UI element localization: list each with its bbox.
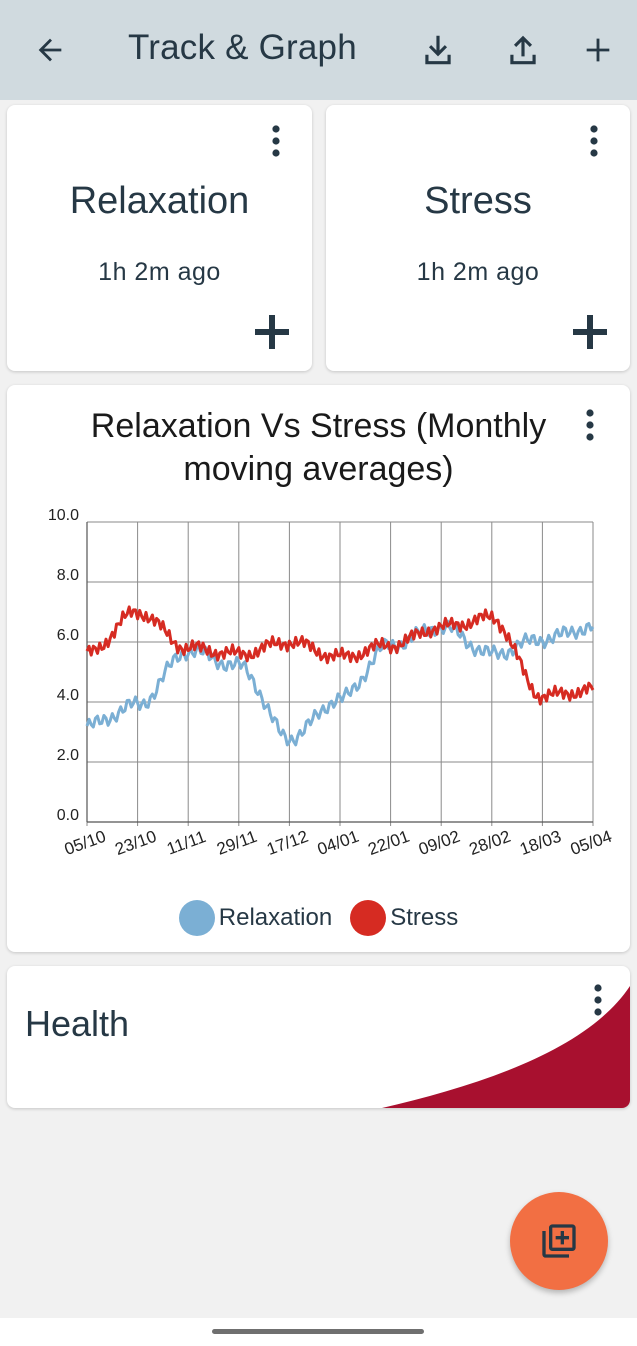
tracker-card-relaxation[interactable] xyxy=(7,105,312,371)
x-tick-label: 28/02 xyxy=(467,827,513,859)
graph-card[interactable] xyxy=(7,385,630,952)
y-tick-label: 6.0 xyxy=(57,627,79,644)
group-accent-shape xyxy=(382,986,630,1108)
y-tick-label: 10.0 xyxy=(48,507,79,524)
graph-title: Relaxation Vs Stress (Monthly moving ave… xyxy=(90,407,547,488)
tracker-card-stress[interactable] xyxy=(326,105,630,371)
tracker-last-tracked: 1h 2m ago xyxy=(416,258,540,286)
tracker-last-tracked: 1h 2m ago xyxy=(98,258,221,286)
x-tick-label: 22/01 xyxy=(365,827,411,859)
y-tick-label: 2.0 xyxy=(57,747,79,764)
gesture-handle[interactable] xyxy=(212,1329,424,1334)
plus-icon[interactable] xyxy=(570,22,626,78)
x-tick-label: 17/12 xyxy=(264,827,310,859)
more-menu-icon[interactable] xyxy=(582,123,606,159)
legend-label: Stress xyxy=(390,904,459,931)
x-tick-label: 05/04 xyxy=(568,827,614,859)
x-tick-label: 09/02 xyxy=(416,827,462,859)
app-title: Track & Graph xyxy=(128,28,357,67)
group-title: Health xyxy=(25,1003,130,1044)
x-tick-label: 05/10 xyxy=(62,827,108,859)
x-tick-label: 11/11 xyxy=(164,827,208,859)
library-add-icon xyxy=(542,1224,576,1258)
download-icon[interactable] xyxy=(410,22,466,78)
legend-item: Relaxation xyxy=(178,900,333,936)
x-tick-label: 04/01 xyxy=(315,827,361,859)
app-bar: Track & Graph xyxy=(0,0,637,100)
series-line-stress xyxy=(85,605,595,706)
line-chart: 0.02.04.06.08.010.005/10 23/10 11/11 29/11 1… xyxy=(48,507,614,859)
more-menu-icon[interactable] xyxy=(578,407,602,443)
add-data-point-icon[interactable] xyxy=(252,312,292,352)
legend-swatch-stress xyxy=(350,900,387,936)
y-tick-label: 4.0 xyxy=(57,687,79,704)
upload-icon[interactable] xyxy=(495,22,551,78)
series-line-relaxation xyxy=(85,619,595,747)
legend-label: Relaxation xyxy=(218,904,333,931)
x-tick-label: 23/10 xyxy=(112,827,158,859)
legend-swatch-relaxation xyxy=(178,900,215,936)
x-tick-label: 18/03 xyxy=(517,827,563,859)
back-arrow-icon[interactable] xyxy=(22,22,78,78)
tracker-name: Stress xyxy=(424,180,532,222)
add-data-point-icon[interactable] xyxy=(570,312,610,352)
add-group-button[interactable] xyxy=(510,1192,608,1290)
tracker-name: Relaxation xyxy=(69,180,250,222)
chart-legend: Relaxation Stress xyxy=(0,900,637,936)
more-menu-icon[interactable] xyxy=(586,982,610,1018)
y-tick-label: 8.0 xyxy=(57,567,79,584)
x-tick-label: 29/11 xyxy=(214,827,259,859)
legend-item: Stress xyxy=(336,900,458,936)
more-menu-icon[interactable] xyxy=(264,123,288,159)
y-tick-label: 0.0 xyxy=(57,807,79,824)
group-card-health[interactable] xyxy=(7,966,630,1108)
